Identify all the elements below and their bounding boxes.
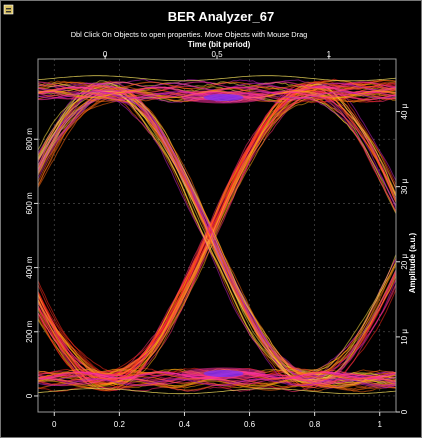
bottom-tick-label-1: 0.2 — [114, 420, 126, 429]
left-tick-label-4: 800 m — [25, 128, 34, 151]
rail-trace-0-13 — [38, 81, 396, 90]
chart-subtitle: Dbl Click On Objects to open properties.… — [71, 30, 308, 39]
bottom-tick-label-3: 0.6 — [244, 420, 256, 429]
right-axis-label: Amplitude (a.u.) — [408, 232, 417, 293]
top-tick-label-1: 0.5 — [211, 50, 223, 59]
envelope-trace-0 — [38, 75, 396, 82]
right-tick-label-1: 10 μ — [400, 329, 409, 345]
bottom-axis-ticks: 0 0.2 0.4 0.6 0.8 1 — [52, 412, 383, 429]
left-axis-ticks: 0 200 m 400 m 600 m 800 m — [25, 128, 38, 398]
top-tick-label-2: 1 — [327, 50, 332, 59]
top-tick-label-0: 0 — [103, 50, 108, 59]
bottom-tick-label-0: 0 — [52, 420, 57, 429]
right-tick-label-2: 20 μ — [400, 254, 409, 270]
right-tick-label-4: 40 μ — [400, 103, 409, 119]
left-tick-label-3: 600 m — [25, 192, 34, 215]
analyzer-window-icon[interactable] — [3, 4, 14, 15]
rail-trace-1-4 — [38, 378, 396, 387]
right-tick-label-0: 0 — [400, 409, 409, 414]
bottom-tick-label-4: 0.8 — [309, 420, 321, 429]
right-axis-ticks: 0 10 μ 20 μ 30 μ 40 μ — [396, 103, 409, 414]
eye-trace-82 — [38, 92, 396, 384]
bottom-tick-label-5: 1 — [378, 420, 383, 429]
left-tick-label-2: 400 m — [25, 256, 34, 279]
right-tick-label-3: 30 μ — [400, 178, 409, 194]
eye-trace-67 — [38, 90, 396, 197]
density-core-0 — [203, 94, 244, 102]
eye-trace-60 — [38, 272, 396, 374]
density-core-1 — [203, 369, 244, 377]
top-axis-label: Time (bit period) — [188, 40, 251, 49]
bottom-tick-label-2: 0.4 — [179, 420, 191, 429]
eye-traces — [38, 75, 396, 395]
grid-lines — [38, 59, 396, 412]
eye-trace-44 — [38, 262, 396, 375]
left-tick-label-1: 200 m — [25, 320, 34, 343]
top-axis-ticks: 0 0.5 1 — [103, 50, 332, 59]
chart-title: BER Analyzer_67 — [168, 9, 274, 24]
rail-trace-1-11 — [38, 378, 396, 387]
envelope-trace-1 — [38, 388, 396, 395]
left-tick-label-0: 0 — [25, 393, 34, 398]
eye-trace-80 — [38, 79, 396, 375]
eye-trace-71 — [38, 93, 396, 389]
